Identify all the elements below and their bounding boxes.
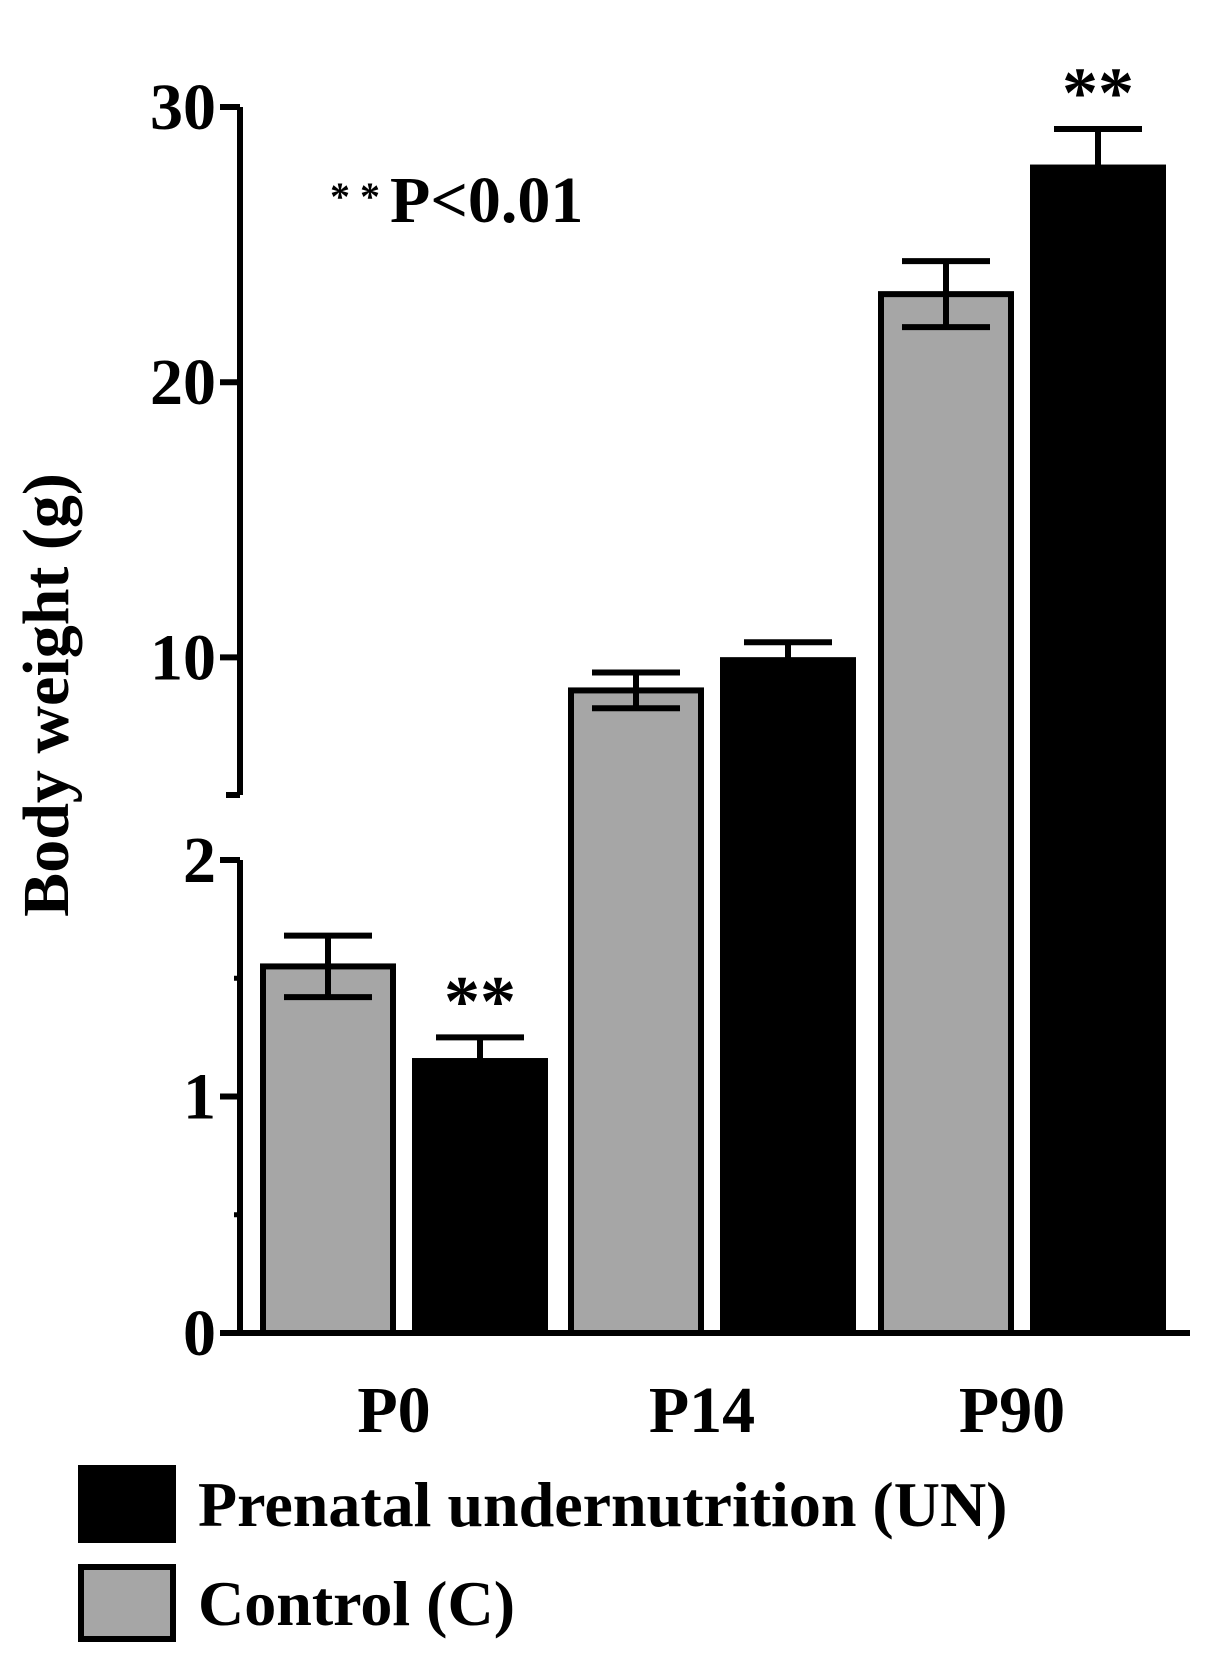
significance-marker: ** xyxy=(1062,53,1134,133)
bar-control-p0 xyxy=(260,963,396,1336)
y-tick-label: 30 xyxy=(150,71,216,144)
legend-label-control: Control (C) xyxy=(198,1568,515,1639)
bar-un-p0 xyxy=(412,1058,548,1337)
bar-un-p14 xyxy=(720,657,856,1336)
error-bar-control-p0 xyxy=(284,932,372,1001)
bar-un-p90 xyxy=(1030,164,1166,1337)
error-bar-un-p0 xyxy=(436,1034,524,1062)
y-tick-label: 1 xyxy=(183,1061,216,1134)
x-tick-label-p0: P0 xyxy=(357,1374,430,1447)
legend-label-un: Prenatal undernutrition (UN) xyxy=(198,1469,1007,1540)
error-bar-un-p14 xyxy=(744,639,832,661)
error-bar-control-p90 xyxy=(902,258,990,331)
y-tick-label: 20 xyxy=(150,346,216,419)
x-tick-label-p90: P90 xyxy=(959,1374,1065,1447)
y-axis-label: Body weight (g) xyxy=(10,473,83,917)
error-bar-control-p14 xyxy=(592,669,680,712)
bar-control-p90 xyxy=(878,291,1014,1336)
significance-annotation: * * P<0.01 xyxy=(330,164,583,237)
bar-control-p14 xyxy=(568,687,704,1336)
y-tick-label: 2 xyxy=(183,824,216,897)
legend-swatch-un xyxy=(78,1465,176,1543)
y-tick-label: 0 xyxy=(183,1297,216,1370)
error-bar-un-p90 xyxy=(1054,126,1142,168)
legend-swatch-control xyxy=(78,1564,176,1642)
y-tick-label: 10 xyxy=(150,621,216,694)
x-tick-label-p14: P14 xyxy=(649,1374,755,1447)
significance-marker: ** xyxy=(444,961,516,1041)
